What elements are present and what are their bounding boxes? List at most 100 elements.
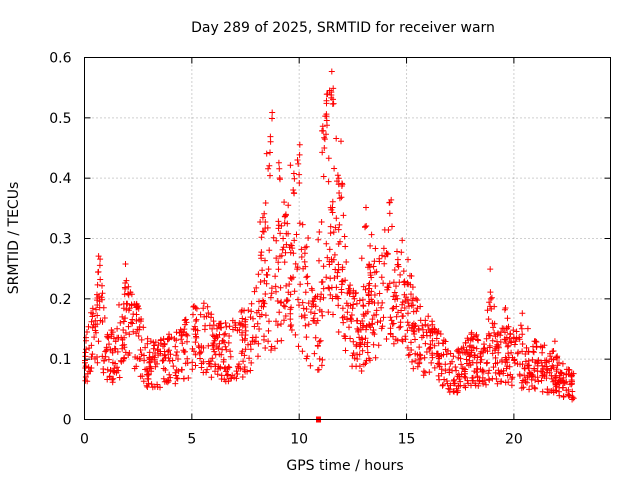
data-point (259, 267, 266, 274)
data-point (223, 346, 230, 353)
data-point (318, 291, 325, 298)
data-point (160, 375, 167, 382)
data-point (307, 362, 314, 369)
data-point (307, 309, 314, 316)
data-point (371, 292, 378, 298)
data-point (161, 378, 168, 385)
data-point (305, 235, 312, 241)
data-point (354, 356, 361, 362)
data-point (481, 345, 488, 352)
data-point (469, 359, 476, 366)
data-point (484, 359, 491, 366)
data-point (442, 346, 449, 353)
data-point (169, 357, 176, 364)
data-point (428, 359, 435, 366)
data-point (170, 363, 177, 370)
data-point (543, 366, 550, 373)
data-point (189, 359, 196, 366)
data-point (253, 284, 260, 291)
data-point (256, 326, 263, 332)
data-point (521, 372, 528, 379)
data-point (552, 387, 559, 394)
data-point (326, 285, 333, 292)
data-point (352, 290, 359, 297)
x-tick-label: 20 (505, 432, 523, 448)
data-point (259, 214, 266, 221)
data-point (558, 377, 565, 384)
data-point (364, 349, 371, 356)
data-point (122, 261, 129, 267)
y-tick-label: 0.5 (49, 111, 71, 127)
data-point (104, 333, 111, 340)
data-point (340, 212, 347, 219)
data-point (503, 365, 510, 372)
data-point (332, 266, 339, 273)
data-point (416, 344, 423, 351)
data-point (449, 367, 456, 374)
data-point (89, 324, 96, 331)
data-point (378, 304, 385, 311)
data-point (431, 364, 438, 371)
data-point (274, 298, 281, 304)
data-point (317, 296, 324, 303)
data-point (357, 320, 364, 327)
data-point (405, 310, 411, 317)
data-point (393, 313, 400, 320)
data-point (249, 334, 256, 341)
data-point (386, 280, 393, 287)
data-point (544, 386, 551, 393)
data-point (262, 312, 269, 319)
data-point (193, 333, 199, 340)
data-point (287, 242, 294, 249)
data-point (394, 248, 400, 255)
data-point (486, 367, 493, 374)
y-tick-label: 0.4 (49, 171, 71, 187)
data-point (246, 355, 253, 362)
data-point (295, 296, 301, 303)
data-point (260, 228, 267, 235)
data-point (414, 363, 421, 370)
data-point (422, 321, 429, 328)
data-point (242, 346, 249, 353)
data-point (489, 337, 496, 344)
data-point (476, 377, 483, 384)
data-point (335, 241, 342, 247)
data-point (323, 274, 330, 281)
data-point (282, 313, 289, 319)
data-point (242, 368, 249, 375)
data-point (492, 345, 499, 352)
data-point (177, 326, 184, 333)
data-point (325, 155, 332, 162)
data-point (342, 333, 349, 340)
data-point (299, 299, 306, 306)
data-point (213, 332, 220, 339)
data-point (291, 288, 298, 295)
data-point (218, 351, 225, 358)
data-point (376, 255, 383, 262)
data-point (184, 338, 190, 345)
data-point (359, 336, 366, 343)
data-point (410, 295, 417, 302)
data-point (276, 175, 283, 181)
data-point (219, 337, 226, 344)
data-point (360, 302, 367, 309)
data-point (283, 298, 290, 305)
data-point (368, 288, 375, 295)
data-point (569, 378, 575, 385)
data-point (267, 294, 274, 301)
data-point (136, 323, 143, 330)
data-point (369, 320, 376, 327)
data-point (531, 384, 538, 391)
data-point (192, 339, 199, 346)
data-point (154, 346, 161, 353)
data-point (152, 363, 159, 370)
data-point (318, 279, 325, 286)
data-point (106, 341, 112, 348)
data-point (339, 305, 346, 312)
data-point (119, 342, 126, 349)
data-point (569, 388, 576, 395)
data-point (99, 290, 106, 297)
data-point (419, 322, 426, 329)
data-point (356, 297, 363, 304)
data-point (324, 254, 331, 261)
